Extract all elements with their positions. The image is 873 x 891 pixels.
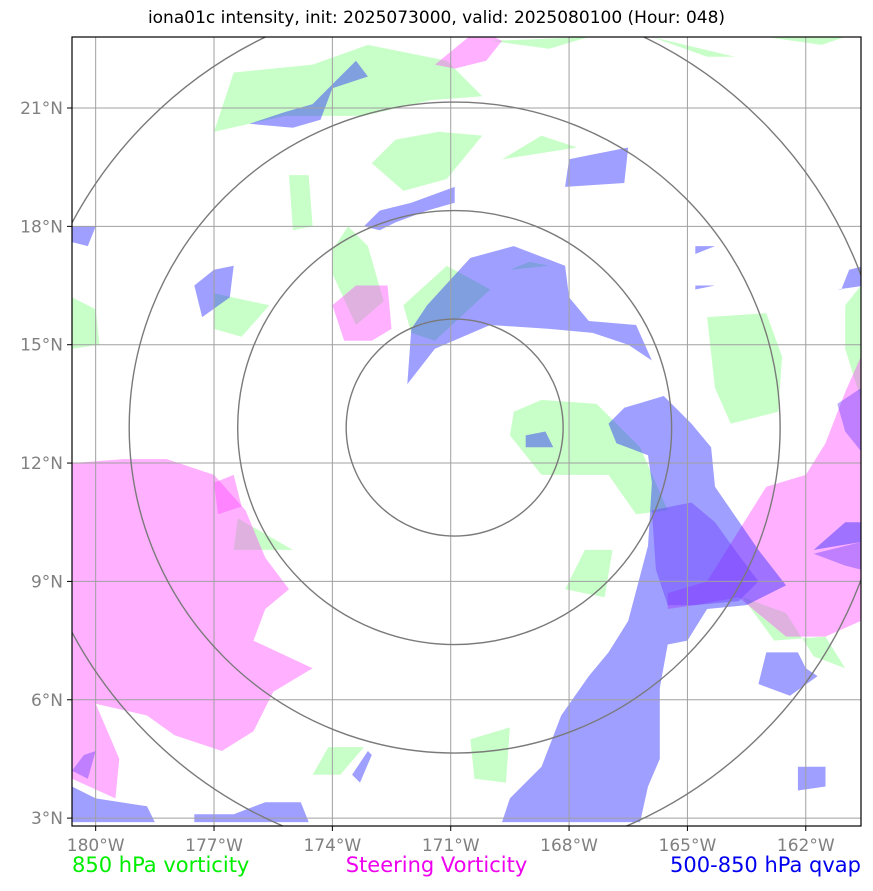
850-hpa-vorticity-region-1 bbox=[490, 37, 589, 49]
x-tick-label-6: 162°W bbox=[777, 836, 835, 856]
500-850-hpa-qvap-region-6 bbox=[525, 431, 554, 448]
500-850-hpa-qvap-region-5 bbox=[407, 246, 652, 385]
850-hpa-vorticity-region-16 bbox=[565, 549, 613, 598]
x-axis-ticks: 180°W 177°W 174°W 171°W 168°W 165°W 162°W bbox=[67, 826, 835, 856]
steering-vorticity-region-1 bbox=[332, 285, 392, 341]
500-850-hpa-qvap-region-12 bbox=[758, 652, 818, 696]
850-hpa-vorticity-region-17 bbox=[742, 597, 846, 669]
legend-steering-vorticity: Steering Vorticity bbox=[345, 853, 528, 877]
range-ring-1 bbox=[236, 209, 673, 646]
850-hpa-vorticity-region-4 bbox=[371, 131, 483, 191]
850-hpa-vorticity-region-12 bbox=[707, 313, 783, 424]
850-hpa-vorticity-region-5 bbox=[502, 135, 577, 160]
y-tick-label-6: 21°N bbox=[20, 99, 63, 119]
overlap-region-2 bbox=[813, 542, 861, 570]
850-hpa-vorticity-region-6 bbox=[289, 175, 313, 231]
850-hpa-vorticity-region-9 bbox=[509, 261, 550, 270]
500-850-hpa-qvap-region-13 bbox=[797, 766, 826, 791]
plot-frame bbox=[71, 36, 862, 827]
legend-qvap: 500-850 hPa qvap bbox=[670, 853, 861, 877]
y-axis-ticks: 3°N 6°N 9°N 12°N 15°N 18°N 21°N bbox=[20, 99, 72, 829]
overlap-region-0 bbox=[651, 502, 759, 606]
chart-title: iona01c intensity, init: 2025073000, val… bbox=[147, 8, 726, 28]
850-hpa-vorticity-region-13 bbox=[845, 285, 861, 400]
y-tick-label-2: 9°N bbox=[31, 572, 63, 592]
overlap-region-1 bbox=[72, 751, 96, 779]
y-tick-label-4: 15°N bbox=[20, 336, 63, 356]
y-tick-label-1: 6°N bbox=[31, 691, 63, 711]
steering-vorticity-region-3 bbox=[667, 356, 861, 637]
x-tick-label-0: 180°W bbox=[67, 836, 125, 856]
500-850-hpa-qvap-region-2 bbox=[363, 186, 455, 231]
y-tick-label-5: 18°N bbox=[20, 217, 63, 237]
steering-vorticity-region-0 bbox=[434, 37, 502, 69]
500-850-hpa-qvap-region-9 bbox=[837, 266, 861, 290]
850-hpa-vorticity-region-11 bbox=[214, 293, 270, 337]
y-tick-label-0: 3°N bbox=[31, 809, 63, 829]
range-ring-3 bbox=[72, 37, 861, 826]
850-hpa-vorticity-region-10 bbox=[72, 297, 100, 349]
legend-850-vorticity: 850 hPa vorticity bbox=[72, 853, 250, 877]
850-hpa-vorticity-region-18 bbox=[470, 727, 510, 783]
500-850-hpa-qvap-region-10 bbox=[502, 396, 786, 823]
steering-vorticity-region-4 bbox=[214, 474, 242, 515]
x-tick-label-4: 168°W bbox=[540, 836, 598, 856]
500-850-hpa-qvap-region-0 bbox=[249, 60, 368, 128]
range-ring-0 bbox=[345, 318, 564, 537]
x-tick-label-3: 171°W bbox=[422, 836, 480, 856]
overlap-region-3 bbox=[837, 388, 861, 452]
850-hpa-vorticity-region-15 bbox=[233, 518, 293, 550]
500-850-hpa-qvap-region-8 bbox=[695, 285, 715, 290]
steering-vorticity-region-2 bbox=[72, 459, 313, 799]
gridlines bbox=[72, 37, 861, 826]
500-850-hpa-qvap-region-15 bbox=[352, 751, 372, 783]
500-850-hpa-qvap-region-11 bbox=[72, 786, 309, 823]
range-rings bbox=[72, 37, 861, 826]
850-hpa-vorticity-region-2 bbox=[651, 37, 735, 57]
500-850-hpa-qvap-region-3 bbox=[72, 226, 96, 247]
850-hpa-vorticity-region-14 bbox=[509, 399, 668, 515]
500-850-hpa-qvap-region-7 bbox=[695, 246, 715, 254]
500-850-hpa-qvap-region-14 bbox=[813, 522, 861, 550]
x-tick-label-5: 165°W bbox=[659, 836, 717, 856]
850-hpa-vorticity-region-19 bbox=[312, 747, 364, 775]
850-hpa-vorticity-region-7 bbox=[332, 226, 384, 325]
x-tick-label-2: 174°W bbox=[303, 836, 361, 856]
500-850-hpa-qvap-region-1 bbox=[565, 147, 629, 187]
x-tick-label-1: 177°W bbox=[185, 836, 243, 856]
range-ring-2 bbox=[128, 101, 781, 754]
vorticity-fields bbox=[72, 37, 861, 823]
850-hpa-vorticity-region-8 bbox=[403, 265, 491, 341]
850-hpa-vorticity-region-0 bbox=[214, 44, 483, 132]
y-tick-label-3: 12°N bbox=[20, 454, 63, 474]
